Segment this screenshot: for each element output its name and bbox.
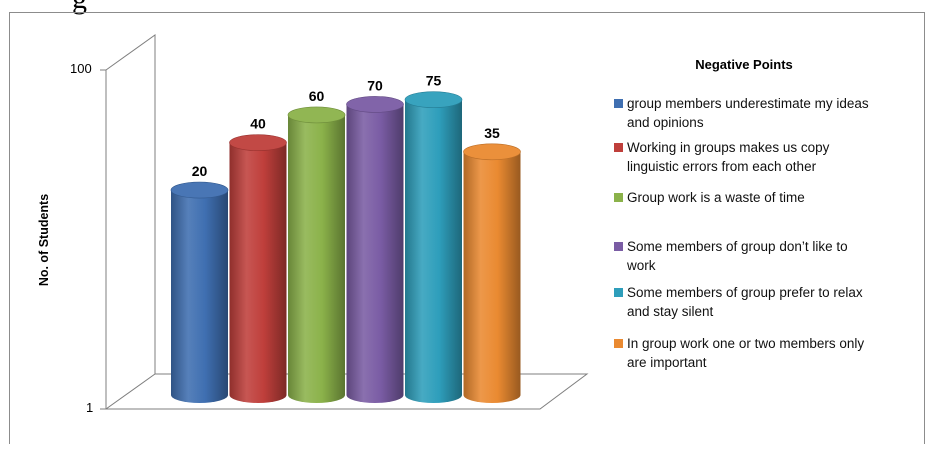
legend-label-line: Working in groups makes us copy bbox=[627, 140, 830, 155]
value-label-3: 60 bbox=[309, 88, 325, 104]
bar-body bbox=[229, 142, 287, 404]
bar-3 bbox=[287, 106, 346, 404]
bar-body bbox=[463, 151, 521, 403]
legend-label-line: and opinions bbox=[627, 115, 704, 130]
bar-body bbox=[171, 190, 228, 403]
chart-legend: Negative Points group members underestim… bbox=[614, 57, 924, 370]
legend-item-1: group members underestimate my ideas and … bbox=[614, 94, 924, 132]
legend-swatch bbox=[614, 242, 623, 251]
legend-label-line: are important bbox=[627, 355, 707, 370]
value-label-1: 20 bbox=[192, 163, 208, 179]
bar-1 bbox=[170, 181, 229, 403]
bar-6 bbox=[463, 143, 521, 403]
chart-value-labels: 20 40 60 70 75 35 bbox=[192, 73, 500, 179]
legend-item-6: In group work one or two members only are… bbox=[614, 334, 924, 372]
value-label-5: 75 bbox=[426, 73, 442, 89]
legend-label-line: linguistic errors from each other bbox=[627, 159, 817, 174]
legend-swatch bbox=[614, 143, 623, 152]
legend-item-2: Working in groups makes us copy linguisti… bbox=[614, 138, 924, 176]
bar-top bbox=[404, 91, 463, 108]
legend-label-line: Some members of group don’t like to bbox=[627, 239, 848, 254]
legend-item-3: Group work is a waste of time bbox=[614, 188, 924, 207]
legend-label: group members underestimate my ideas and … bbox=[627, 94, 924, 132]
legend-swatch bbox=[614, 339, 623, 348]
bar-top bbox=[463, 143, 521, 161]
legend-label-line: group members underestimate my ideas bbox=[627, 96, 869, 111]
top-text-fragment: g bbox=[72, 0, 87, 14]
chart-frame bbox=[9, 12, 925, 444]
bar-body bbox=[346, 104, 404, 403]
legend-swatch bbox=[614, 288, 623, 297]
bar-top bbox=[346, 96, 404, 113]
legend-label: Working in groups makes us copy linguisti… bbox=[627, 138, 924, 176]
bar-body bbox=[405, 99, 462, 403]
bar-top bbox=[287, 106, 346, 124]
back-wall-edge bbox=[105, 34, 156, 374]
chart-axes bbox=[100, 34, 589, 410]
legend-label-line: Some members of group prefer to relax bbox=[627, 285, 863, 300]
value-label-2: 40 bbox=[250, 116, 266, 132]
chart-bars bbox=[170, 91, 521, 404]
legend-title: Negative Points bbox=[695, 57, 793, 72]
bar-4 bbox=[346, 96, 404, 403]
legend-label: In group work one or two members only are… bbox=[627, 334, 924, 372]
bar-top bbox=[229, 134, 287, 151]
legend-swatch bbox=[614, 193, 623, 202]
legend-label: Some members of group prefer to relax and… bbox=[627, 283, 924, 321]
bar-body bbox=[288, 114, 345, 404]
value-label-6: 35 bbox=[484, 125, 500, 141]
legend-label-line: Group work is a waste of time bbox=[627, 190, 805, 205]
legend-label-line: and stay silent bbox=[627, 304, 714, 319]
legend-label: Some members of group don’t like to work bbox=[627, 237, 924, 275]
legend-item-5: Some members of group prefer to relax and… bbox=[614, 283, 924, 321]
bar-2 bbox=[229, 134, 287, 404]
bar-top bbox=[170, 181, 229, 199]
y-tick-label-100: 100 bbox=[70, 61, 92, 76]
bar-5 bbox=[404, 91, 463, 403]
legend-swatch bbox=[614, 99, 623, 108]
chart-floor bbox=[104, 373, 589, 410]
legend-item-4: Some members of group don’t like to work bbox=[614, 237, 924, 275]
legend-label-line: In group work one or two members only bbox=[627, 336, 865, 351]
value-label-4: 70 bbox=[367, 77, 383, 93]
y-tick-label-1: 1 bbox=[86, 400, 94, 415]
y-axis-label: No. of Students bbox=[37, 193, 51, 287]
legend-label-line: work bbox=[627, 258, 656, 273]
legend-label: Group work is a waste of time bbox=[627, 188, 924, 207]
